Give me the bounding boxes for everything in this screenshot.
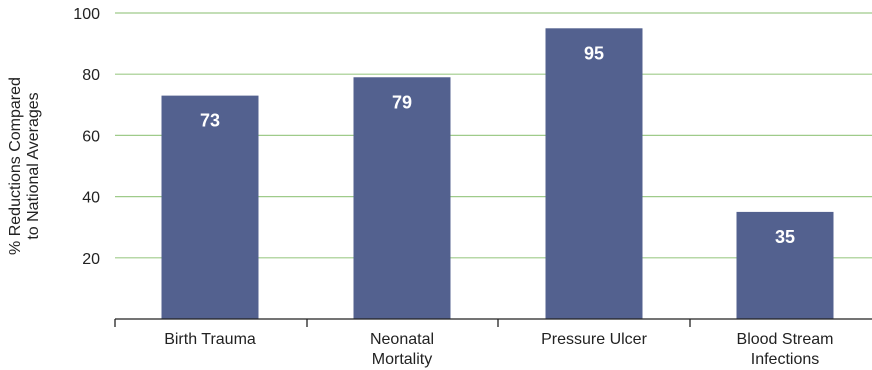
data-labels: 73 79 95 35: [200, 43, 795, 247]
data-label: 35: [775, 227, 795, 247]
y-tick-label: 40: [82, 190, 100, 207]
y-tick-label: 80: [82, 67, 100, 84]
y-tick-labels: 20 40 60 80 100: [73, 6, 100, 268]
bar: [353, 77, 451, 319]
x-category-labels: Birth Trauma Neonatal Mortality Pressure Ul…: [164, 331, 833, 368]
bars: [161, 28, 834, 320]
bar: [545, 28, 643, 320]
y-tick-label: 20: [82, 251, 100, 268]
bar: [736, 211, 834, 319]
y-tick-label: 100: [73, 6, 100, 23]
x-category-label: Neonatal Mortality: [370, 331, 434, 368]
data-label: 79: [392, 92, 412, 112]
data-label: 73: [200, 111, 220, 131]
y-tick-label: 60: [82, 128, 100, 145]
axes: [114, 318, 872, 327]
x-category-label: Blood Stream Infections: [737, 331, 834, 368]
x-category-label: Birth Trauma: [164, 331, 256, 348]
bar: [161, 95, 259, 320]
data-label: 95: [584, 43, 604, 63]
x-category-label: Pressure Ulcer: [541, 331, 647, 348]
y-axis-title: % Reductions Comparedto National Average…: [7, 77, 42, 255]
